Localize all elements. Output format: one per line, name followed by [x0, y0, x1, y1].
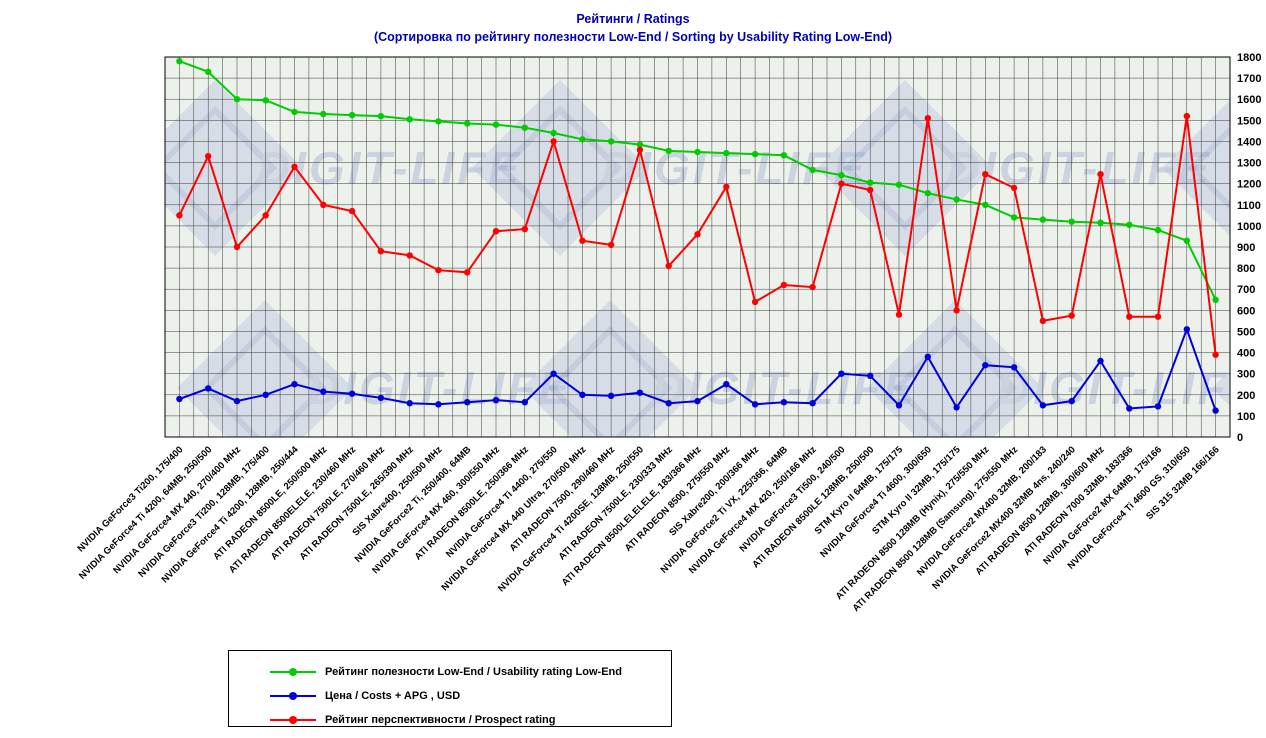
plot-frame — [164, 56, 1231, 438]
svg-text:1200: 1200 — [1237, 179, 1261, 191]
legend-item-usability: Рейтинг полезности Low-End / Usability r… — [269, 660, 671, 684]
svg-text:1500: 1500 — [1237, 115, 1261, 127]
svg-text:100: 100 — [1237, 411, 1255, 423]
legend-label-costs: Цена / Costs + APG , USD — [325, 690, 461, 702]
watermark-logo: DIGIT-LIFE — [1162, 100, 1230, 236]
category-label: ATI RADEON 8500, 275/550 MHz — [623, 444, 733, 554]
svg-text:1400: 1400 — [1237, 136, 1261, 148]
svg-text:0: 0 — [1237, 432, 1243, 444]
ratings-line-chart: DIGIT-LIFE DIGIT-LIFE DIGIT-LIFEDIGIT-LIFE… — [75, 52, 1262, 614]
category-label: NVIDIA GeForce4 Ti 4200, 64MB, 250/500 — [77, 444, 214, 581]
legend-item-prospect: Рейтинг перспективности / Prospect ratin… — [269, 708, 671, 732]
watermark-layer: DIGIT-LIFE DIGIT-LIFE DIGIT-LIFEDIGIT-LIFE… — [165, 80, 1262, 437]
svg-text:400: 400 — [1237, 348, 1255, 360]
svg-text:DIGIT-LIFE: DIGIT-LIFE — [602, 142, 867, 194]
svg-text:700: 700 — [1237, 284, 1255, 296]
svg-text:900: 900 — [1237, 242, 1255, 254]
svg-text:300: 300 — [1237, 369, 1255, 381]
svg-text:1700: 1700 — [1237, 73, 1261, 85]
svg-text:1000: 1000 — [1237, 221, 1261, 233]
svg-text:1100: 1100 — [1237, 200, 1261, 212]
svg-text:800: 800 — [1237, 263, 1255, 275]
category-label: NVIDIA GeForce3 Ti200, 175/400 — [75, 444, 185, 554]
svg-text:600: 600 — [1237, 305, 1255, 317]
svg-text:DIGIT-LIFE: DIGIT-LIFE — [947, 142, 1212, 194]
legend-line-sample-blue — [270, 692, 316, 700]
svg-text:DIGIT-LIFE: DIGIT-LIFE — [257, 142, 522, 194]
legend-label-prospect: Рейтинг перспективности / Prospect ratin… — [325, 714, 556, 726]
y-axis-labels: 0 100 200 300 400 500 600 700 800 900 1000 1100 1200… — [1237, 52, 1261, 444]
series-markers-0 — [176, 58, 1219, 303]
watermark-logo: DIGIT-LIFE — [1212, 370, 1230, 406]
series-markers-2 — [176, 112, 1219, 358]
svg-text:200: 200 — [1237, 390, 1255, 402]
category-label: ATI RADEON 7500, 290/460 MHz — [508, 444, 618, 554]
legend-line-sample-green — [270, 668, 316, 676]
legend-item-costs: Цена / Costs + APG , USD — [269, 684, 671, 708]
watermark-logo: DIGIT-LIFE — [165, 80, 522, 256]
legend: Рейтинг полезности Low-End / Usability r… — [228, 650, 672, 727]
series-markers-1 — [176, 326, 1219, 414]
page-subtitle: (Сортировка по рейтингу полезности Low-E… — [373, 30, 893, 44]
watermark-logo: DIGIT-LIFE — [817, 80, 1212, 256]
svg-text:500: 500 — [1237, 326, 1255, 338]
legend-line-sample-red — [270, 716, 316, 724]
svg-text:1800: 1800 — [1237, 52, 1261, 64]
svg-text:1600: 1600 — [1237, 94, 1261, 106]
svg-text:1300: 1300 — [1237, 158, 1261, 170]
svg-text:DIGIT-LIFE: DIGIT-LIFE — [997, 362, 1262, 414]
watermark-logo: DIGIT-LIFE — [867, 300, 1262, 437]
legend-label-usability: Рейтинг полезности Low-End / Usability r… — [325, 666, 622, 678]
page-title: Рейтинги / Ratings — [576, 12, 690, 26]
category-label: NVIDIA GeForce3 Ti500, 240/500 — [737, 444, 847, 554]
